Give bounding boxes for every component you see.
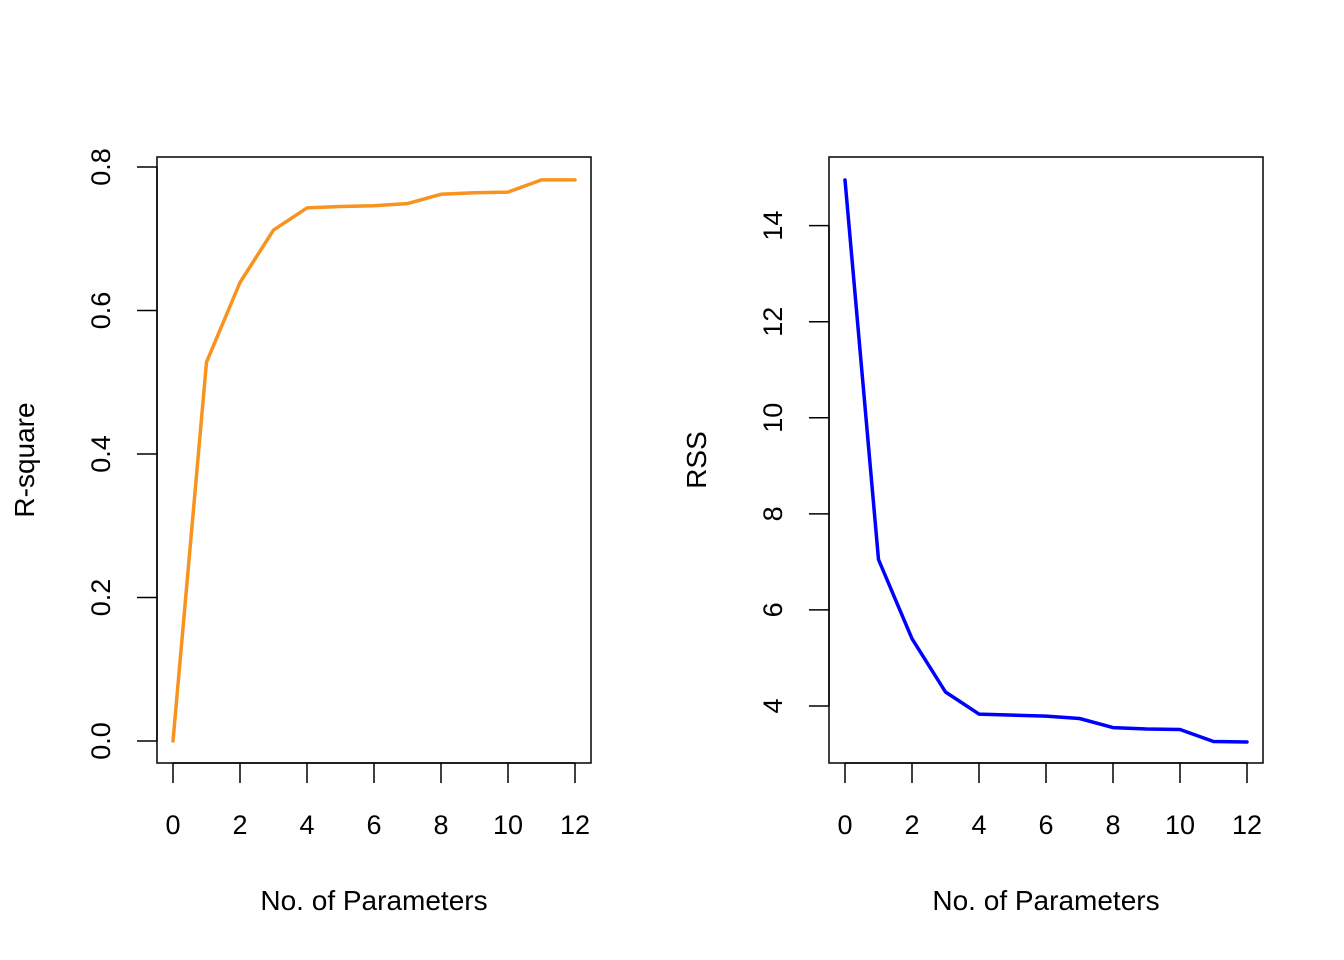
rss-y-tick-label: 14 <box>758 211 788 241</box>
rss-x-tick-label: 8 <box>1105 810 1120 840</box>
rss-panel: 0 2 4 6 8 10 12 4 6 8 10 12 14 No. of Parameters RSS <box>681 156 1264 916</box>
rss-x-tick-label: 6 <box>1038 810 1053 840</box>
rss-y-tick-label: 8 <box>758 506 788 521</box>
r-square-y-tick-label: 0.6 <box>86 292 116 330</box>
r-square-plot-frame <box>156 156 592 764</box>
rss-data-point <box>843 178 847 182</box>
r-square-data-point <box>540 178 544 182</box>
r-square-x-tick-label: 0 <box>165 810 180 840</box>
rss-data-point <box>977 712 981 716</box>
r-square-series-line <box>171 178 577 743</box>
r-square-y-tick-label: 0.4 <box>86 435 116 473</box>
rss-y-tick-label: 12 <box>758 307 788 337</box>
r-square-data-point <box>406 202 410 206</box>
rss-data-point <box>877 557 881 561</box>
rss-x-tick-label: 10 <box>1165 810 1195 840</box>
r-square-data-point <box>506 190 510 194</box>
r-square-y-tick-label: 0.2 <box>86 579 116 617</box>
rss-y-tick-label: 10 <box>758 403 788 433</box>
r-square-x-tick-label: 12 <box>560 810 590 840</box>
rss-data-point <box>1011 713 1015 717</box>
r-square-x-tick-label: 4 <box>299 810 314 840</box>
rss-x-tick-label: 4 <box>971 810 986 840</box>
r-square-x-tick-label: 10 <box>493 810 523 840</box>
r-square-panel: 0 2 4 6 8 10 12 0.0 0.2 0.4 0.6 0.8 No. of Parameter… <box>9 148 592 916</box>
rss-data-point <box>1111 726 1115 730</box>
r-square-y-tick-label: 0.8 <box>86 148 116 186</box>
rss-y-tick-label: 6 <box>758 602 788 617</box>
rss-x-axis-title: No. of Parameters <box>932 885 1159 916</box>
rss-x-tick-label: 0 <box>837 810 852 840</box>
rss-series-line <box>843 178 1249 744</box>
r-square-x-tick-label: 8 <box>433 810 448 840</box>
rss-data-point <box>1145 727 1149 731</box>
rss-data-point <box>1212 740 1216 744</box>
rss-data-point <box>910 637 914 641</box>
rss-y-tick-label: 4 <box>758 698 788 713</box>
r-square-data-point <box>171 739 175 743</box>
r-square-data-point <box>473 191 477 195</box>
r-square-data-point <box>339 204 343 208</box>
r-square-data-point <box>573 178 577 182</box>
rss-x-tick-label: 2 <box>904 810 919 840</box>
r-square-data-point <box>305 206 309 210</box>
r-square-data-point <box>205 360 209 364</box>
rss-plot-frame <box>828 156 1264 764</box>
rss-data-point <box>1044 714 1048 718</box>
rss-data-point <box>1078 716 1082 720</box>
r-square-x-axis-title: No. of Parameters <box>260 885 487 916</box>
r-square-x-tick-label: 2 <box>232 810 247 840</box>
r-square-y-axis-title: R-square <box>9 402 40 517</box>
r-square-data-point <box>272 228 276 232</box>
r-square-y-tick-label: 0.0 <box>86 722 116 760</box>
rss-x-tick-label: 12 <box>1232 810 1262 840</box>
r-square-data-point <box>238 281 242 285</box>
rss-data-point <box>1245 740 1249 744</box>
rss-data-point <box>1178 728 1182 732</box>
rss-data-point <box>944 690 948 694</box>
r-square-data-point <box>439 192 443 196</box>
r-square-data-point <box>372 204 376 208</box>
rss-y-axis-title: RSS <box>681 431 712 489</box>
r-square-x-tick-label: 6 <box>366 810 381 840</box>
